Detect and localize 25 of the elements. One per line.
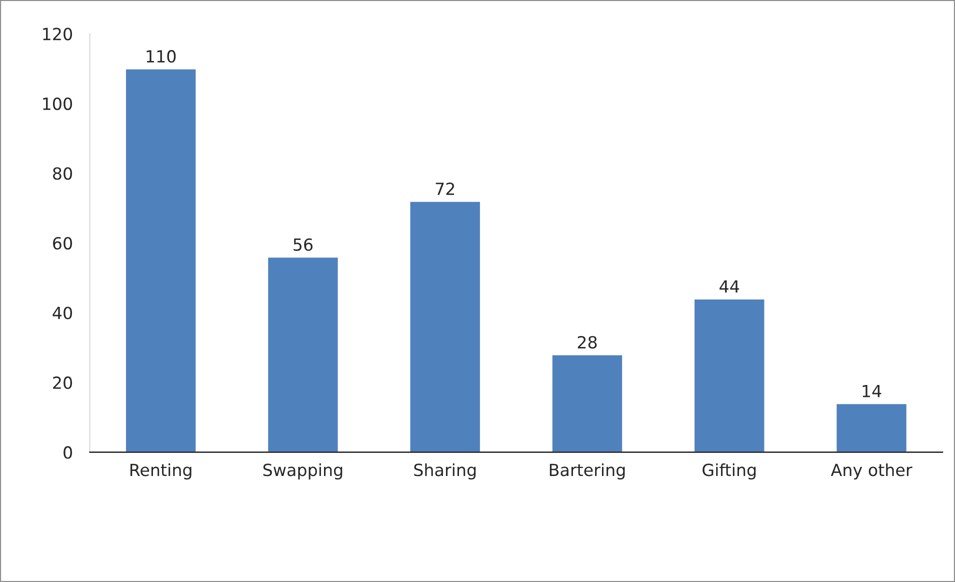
bar <box>408 200 482 452</box>
data-label: 28 <box>578 336 597 349</box>
data-label: 56 <box>294 238 313 251</box>
y-tick-label: 0 <box>64 446 72 459</box>
x-tick-label: Bartering <box>550 463 625 480</box>
bar <box>124 68 198 452</box>
bar <box>551 354 624 452</box>
y-tick-label: 40 <box>52 306 72 320</box>
bar <box>693 298 766 452</box>
bar <box>266 256 340 452</box>
x-tick-label: Gifting <box>702 463 756 480</box>
y-tick-label: 80 <box>53 167 72 180</box>
y-tick-label: 20 <box>53 376 72 390</box>
data-label: 110 <box>146 50 176 63</box>
y-tick-label: 100 <box>43 97 72 110</box>
x-tick-label: Swapping <box>263 463 342 480</box>
data-label: 14 <box>862 385 882 398</box>
y-tick-label: 120 <box>43 28 72 40</box>
x-tick-label: Sharing <box>414 463 476 480</box>
bar <box>835 402 908 452</box>
y-tick-label: 60 <box>53 236 72 250</box>
x-tick-label: Any other <box>830 463 912 480</box>
data-label: 72 <box>436 182 454 195</box>
data-label: 44 <box>720 280 740 293</box>
x-tick-label: Renting <box>130 463 192 480</box>
